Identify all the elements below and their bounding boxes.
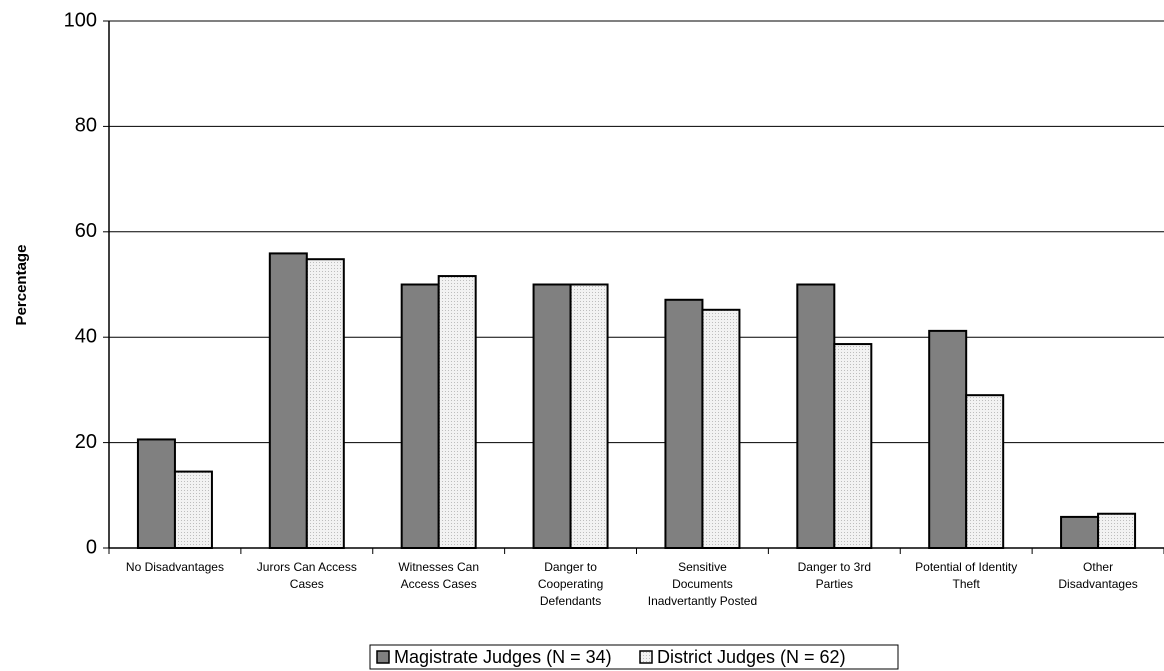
category-label: Witnesses Can Access Cases: [398, 560, 479, 591]
category-label: Danger to 3rd Parties: [798, 560, 871, 591]
bar-district-2: [437, 275, 477, 549]
category-label: Other Disadvantages: [1058, 560, 1137, 591]
bar-magistrate-0: [136, 438, 176, 549]
y-tick-label: 0: [86, 536, 97, 558]
category-label: Danger to Cooperating Defendants: [538, 560, 603, 608]
y-axis-label: Percentage: [13, 245, 30, 326]
bar-district-3: [569, 283, 609, 549]
y-tick-label: 80: [75, 115, 97, 137]
y-tick-label: 20: [75, 431, 97, 453]
bar-magistrate-2: [400, 283, 440, 549]
category-label: Sensitive Documents Inadvertantly Posted: [648, 560, 757, 608]
bar-district-7: [1097, 512, 1137, 549]
bar-magistrate-7: [1060, 515, 1100, 549]
y-tick-label: 60: [75, 220, 97, 242]
category-label: No Disadvantages: [126, 560, 224, 574]
bar-magistrate-6: [928, 329, 968, 549]
bar-district-0: [173, 470, 213, 549]
category-label: Jurors Can Access Cases: [257, 560, 357, 591]
bar-magistrate-5: [796, 283, 836, 549]
category-label: Potential of Identity Theft: [915, 560, 1017, 591]
bar-magistrate-1: [268, 252, 308, 549]
gridlines: [103, 20, 1164, 549]
legend-label: Magistrate Judges (N = 34): [394, 647, 612, 667]
bar-magistrate-4: [664, 298, 704, 549]
y-tick-labels: 0 20 40 60 80 100: [64, 9, 97, 558]
legend-label: District Judges (N = 62): [657, 647, 846, 667]
bar-district-4: [701, 308, 741, 549]
y-tick-label: 100: [64, 9, 97, 31]
bar-district-1: [305, 258, 345, 549]
legend-swatch: [639, 650, 653, 664]
bar-magistrate-3: [532, 283, 572, 549]
axes: [108, 21, 1164, 554]
bars: [136, 252, 1137, 550]
y-tick-label: 40: [75, 325, 97, 347]
legend-box: [369, 644, 899, 670]
category-labels: No Disadvantages Jurors Can Access Cases Wi…: [126, 560, 1138, 608]
bar-district-6: [965, 394, 1005, 550]
legend: Magistrate Judges (N = 34) District Judge…: [369, 644, 899, 670]
legend-swatch: [376, 650, 390, 664]
bar-district-5: [833, 343, 873, 549]
